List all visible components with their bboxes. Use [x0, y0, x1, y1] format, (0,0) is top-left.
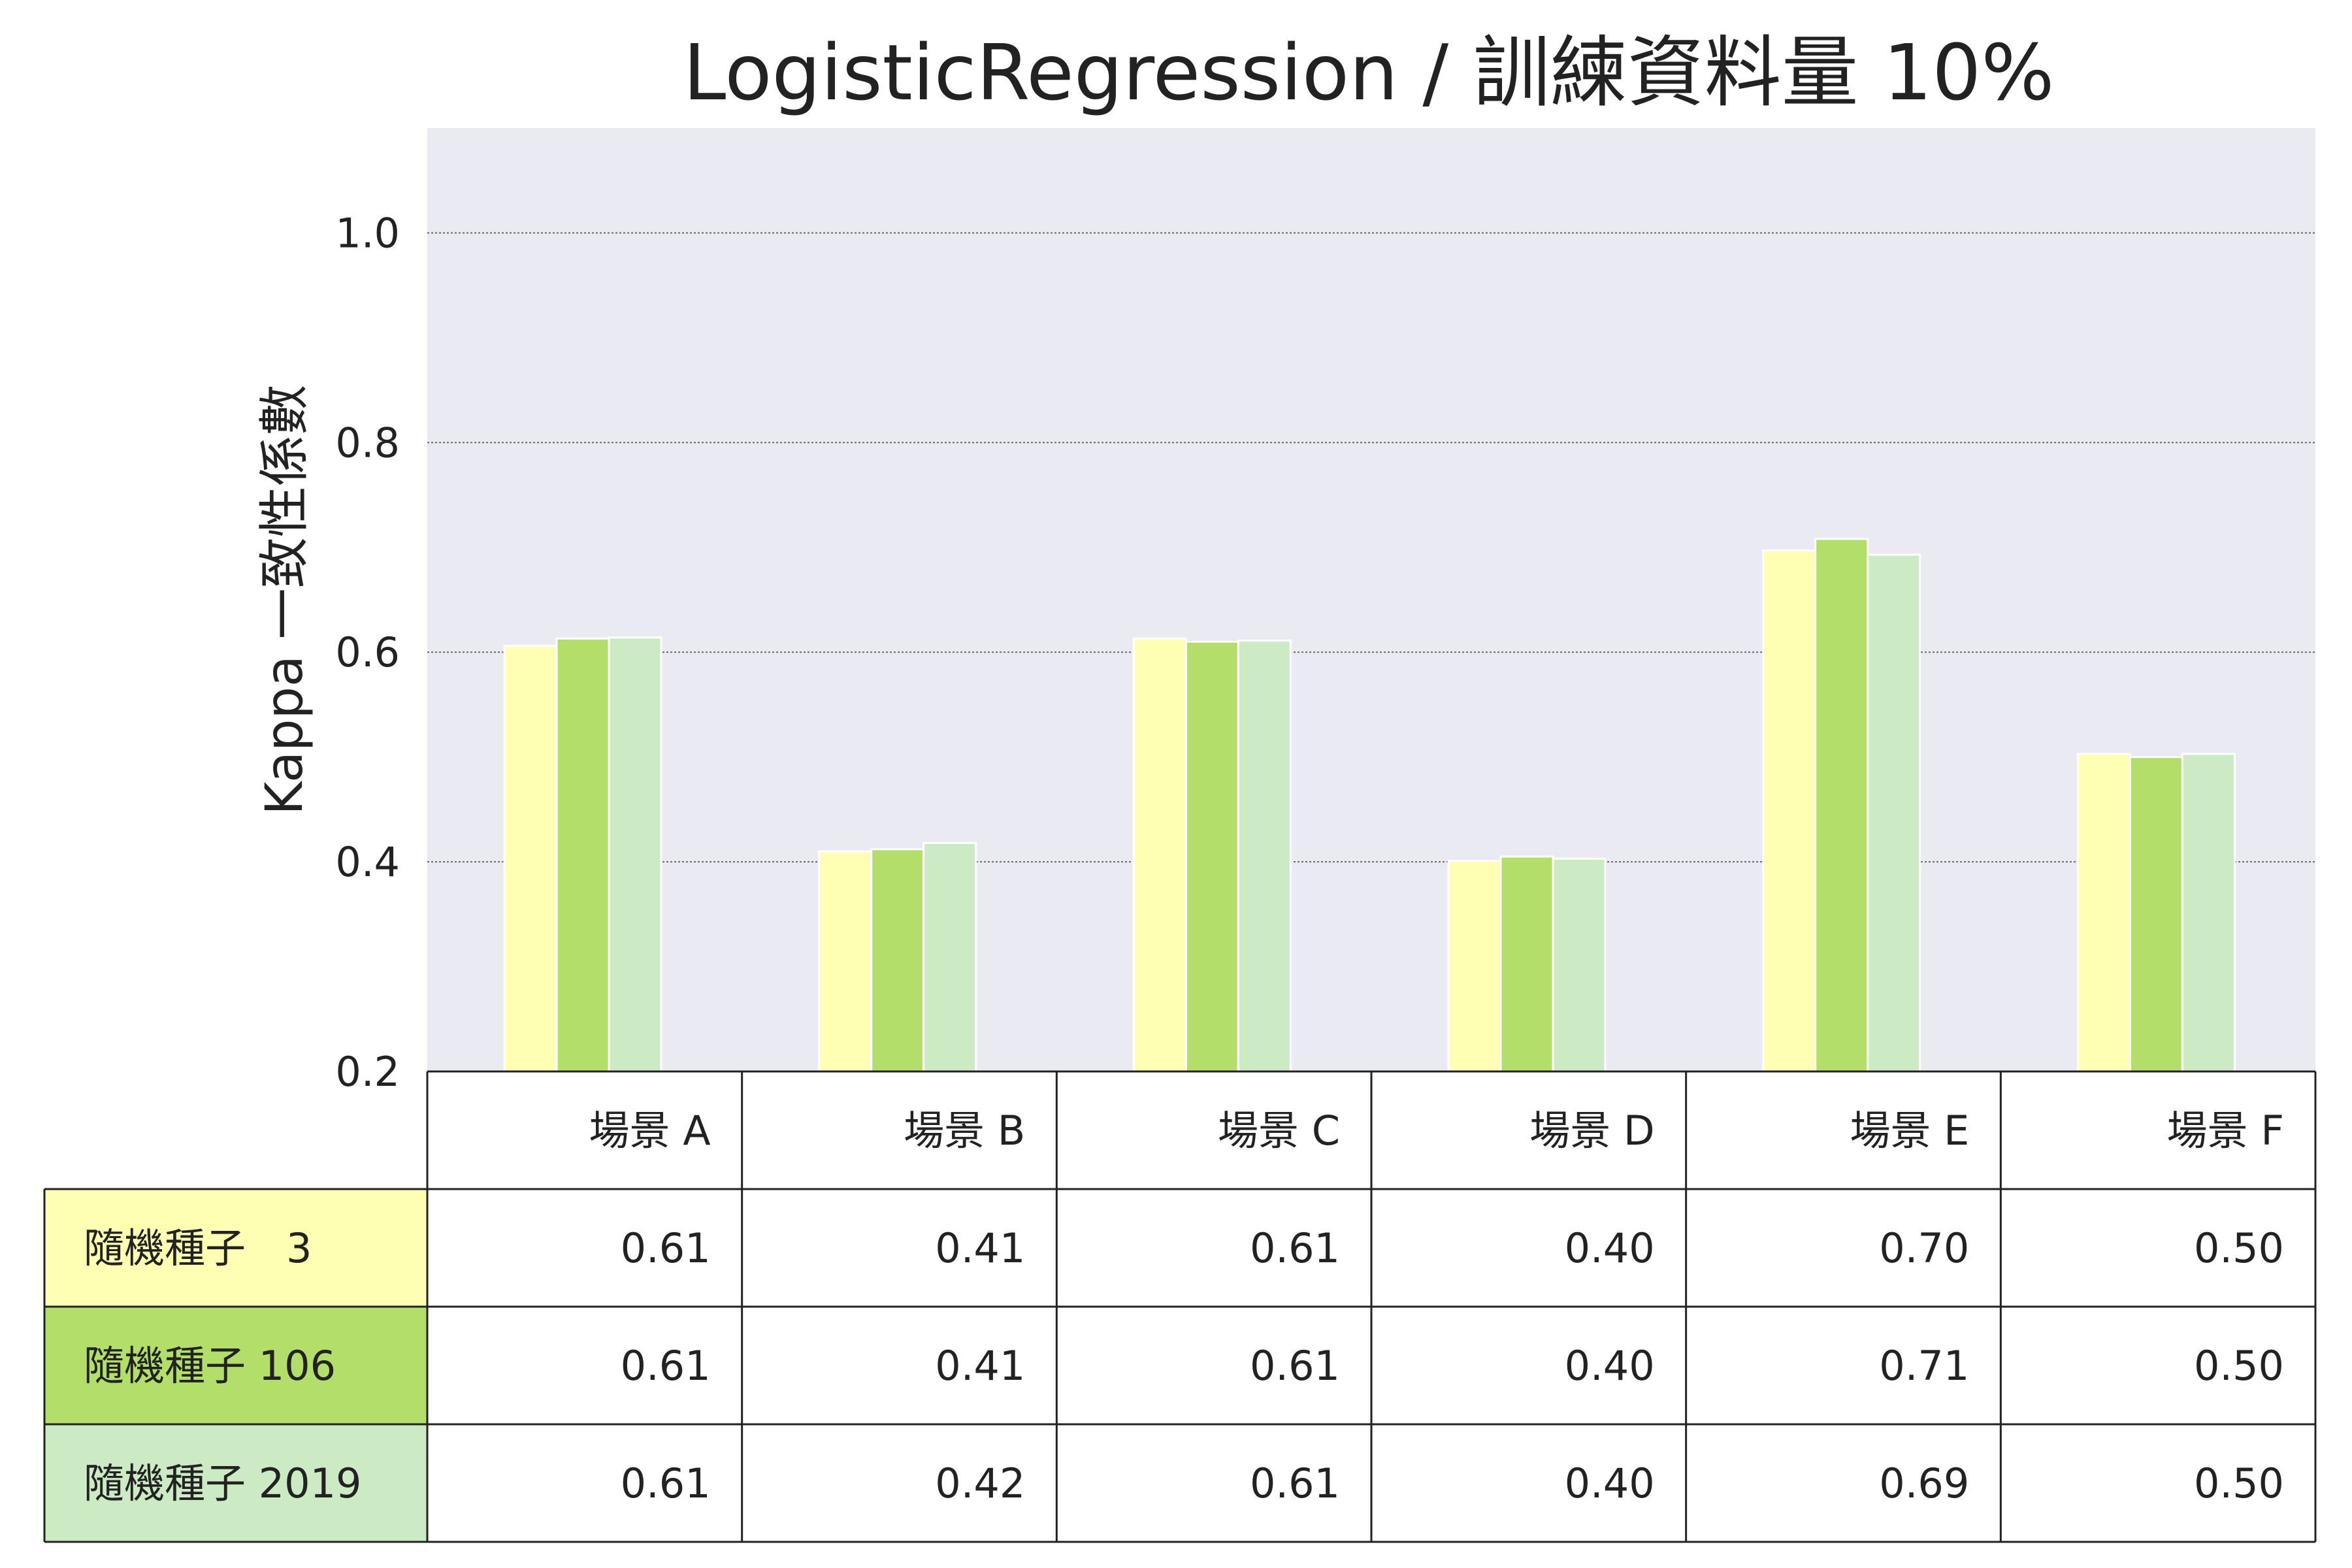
- data-table: 場景 A 場景 B 場景 C 場景 D 場景 E 場景 F 隨機種子 3 0.61 0.41 0.…: [43, 1070, 2317, 1543]
- bar: [1447, 860, 1502, 1073]
- data-label: 0.61: [1250, 1224, 1340, 1272]
- x-tick-label: 場景 D: [1529, 1107, 1654, 1154]
- data-label: 0.50: [2194, 1460, 2284, 1507]
- data-label: 0.61: [1250, 1460, 1340, 1507]
- bar: [1499, 855, 1554, 1073]
- gridlines: [427, 232, 2315, 863]
- bar: [2076, 753, 2131, 1073]
- bar: [1552, 857, 1607, 1073]
- data-label: 0.69: [1879, 1460, 1969, 1507]
- legend-label: 隨機種子 2019: [84, 1460, 362, 1507]
- y-axis-ticks: 0.2 0.4 0.6 0.8 1.0: [335, 209, 400, 1096]
- bar: [1237, 640, 1292, 1073]
- legend-swatch: [44, 1307, 427, 1424]
- bar: [608, 636, 662, 1073]
- data-label: 0.42: [935, 1460, 1025, 1507]
- bar: [1814, 538, 1869, 1073]
- data-label: 0.50: [2194, 1342, 2284, 1390]
- y-axis-label: Kappa 一致性係數: [255, 384, 314, 815]
- plot-background: [427, 128, 2315, 1071]
- x-tick-label: 場景 A: [589, 1107, 711, 1154]
- data-label: 0.50: [2194, 1224, 2284, 1272]
- y-tick-label: 0.8: [335, 419, 400, 466]
- data-label: 0.61: [621, 1224, 711, 1272]
- x-tick-label: 場景 E: [1850, 1107, 1969, 1154]
- bar: [2181, 753, 2236, 1073]
- x-tick-label: 場景 B: [904, 1107, 1025, 1154]
- bar: [1184, 640, 1239, 1073]
- legend-swatch: [44, 1189, 427, 1307]
- bar: [1762, 549, 1817, 1073]
- data-label: 0.61: [1250, 1342, 1340, 1390]
- x-tick-label: 場景 C: [1218, 1107, 1340, 1154]
- y-tick-label: 0.4: [335, 838, 400, 886]
- y-tick-label: 1.0: [335, 209, 400, 257]
- bar: [2129, 756, 2183, 1073]
- data-label: 0.40: [1565, 1460, 1655, 1507]
- data-label: 0.40: [1565, 1342, 1655, 1390]
- data-label: 0.41: [935, 1342, 1025, 1390]
- data-label: 0.40: [1565, 1224, 1655, 1272]
- data-label: 0.41: [935, 1224, 1025, 1272]
- bars: [503, 538, 2236, 1073]
- x-tick-label: 場景 F: [2167, 1107, 2284, 1154]
- bar: [1132, 637, 1187, 1073]
- bar: [503, 645, 558, 1073]
- legend-label: 隨機種子 106: [84, 1342, 336, 1390]
- bar: [1867, 553, 1921, 1073]
- data-label: 0.70: [1879, 1224, 1969, 1272]
- chart-title: LogisticRegression / 訓練資料量 10%: [683, 27, 2055, 118]
- data-label: 0.61: [621, 1342, 711, 1390]
- bar: [555, 637, 610, 1073]
- y-tick-label: 0.6: [335, 629, 400, 676]
- bar: [818, 850, 873, 1073]
- bar: [923, 841, 977, 1073]
- bar: [870, 848, 925, 1073]
- legend-label: 隨機種子 3: [84, 1224, 312, 1272]
- data-label: 0.61: [621, 1460, 711, 1507]
- y-tick-label: 0.2: [335, 1048, 400, 1096]
- data-label: 0.71: [1879, 1342, 1969, 1390]
- legend-swatch: [44, 1424, 427, 1542]
